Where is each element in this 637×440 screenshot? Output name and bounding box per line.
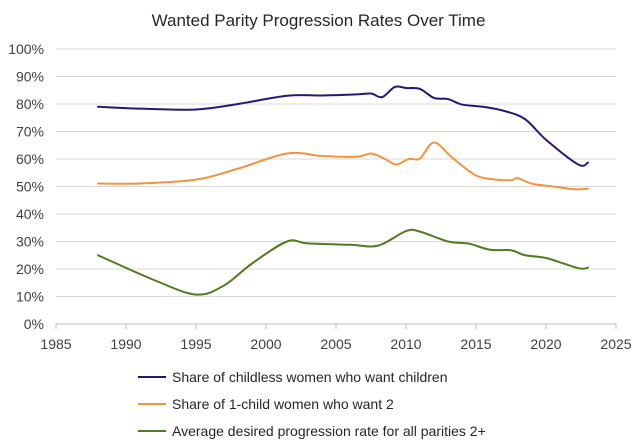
x-tick-label: 2020 bbox=[530, 336, 561, 352]
y-tick-label: 50% bbox=[16, 179, 44, 195]
y-tick-label: 30% bbox=[16, 234, 44, 250]
y-tick-label: 60% bbox=[16, 151, 44, 167]
x-tick-label: 2000 bbox=[250, 336, 281, 352]
y-tick-label: 80% bbox=[16, 96, 44, 112]
legend-label-1: Share of childless women who want childr… bbox=[172, 369, 447, 385]
x-tick-label: 2025 bbox=[600, 336, 631, 352]
legend-label-3: Average desired progression rate for all… bbox=[172, 423, 486, 439]
x-tick-label: 2010 bbox=[390, 336, 421, 352]
y-tick-label: 10% bbox=[16, 289, 44, 305]
series-line-2 bbox=[97, 141, 589, 191]
y-tick-label: 70% bbox=[16, 124, 44, 140]
axes bbox=[55, 323, 617, 329]
legend: Share of childless women who want childr… bbox=[138, 369, 486, 439]
x-tick-label: 1985 bbox=[40, 336, 71, 352]
x-tick-label: 2005 bbox=[320, 336, 351, 352]
x-tick-labels: 1985 1990 1995 2000 2005 2010 2015 2020 2025 bbox=[40, 336, 631, 352]
y-tick-label: 0% bbox=[24, 316, 44, 332]
grid-lines bbox=[56, 48, 616, 297]
x-tick-label: 2015 bbox=[460, 336, 491, 352]
legend-label-2: Share of 1-child women who want 2 bbox=[172, 396, 394, 412]
series-lines bbox=[97, 85, 589, 296]
y-tick-labels: 0% 10% 20% 30% 40% 50% 60% 70% 80% 90% 100% bbox=[8, 41, 44, 332]
y-tick-label: 40% bbox=[16, 206, 44, 222]
chart-title: Wanted Parity Progression Rates Over Tim… bbox=[152, 11, 486, 30]
series-line-3 bbox=[97, 228, 589, 296]
series-line-1 bbox=[97, 85, 589, 167]
y-tick-label: 20% bbox=[16, 261, 44, 277]
y-tick-label: 100% bbox=[8, 41, 44, 57]
y-tick-label: 90% bbox=[16, 69, 44, 85]
x-tick-label: 1990 bbox=[110, 336, 141, 352]
x-tick-label: 1995 bbox=[180, 336, 211, 352]
